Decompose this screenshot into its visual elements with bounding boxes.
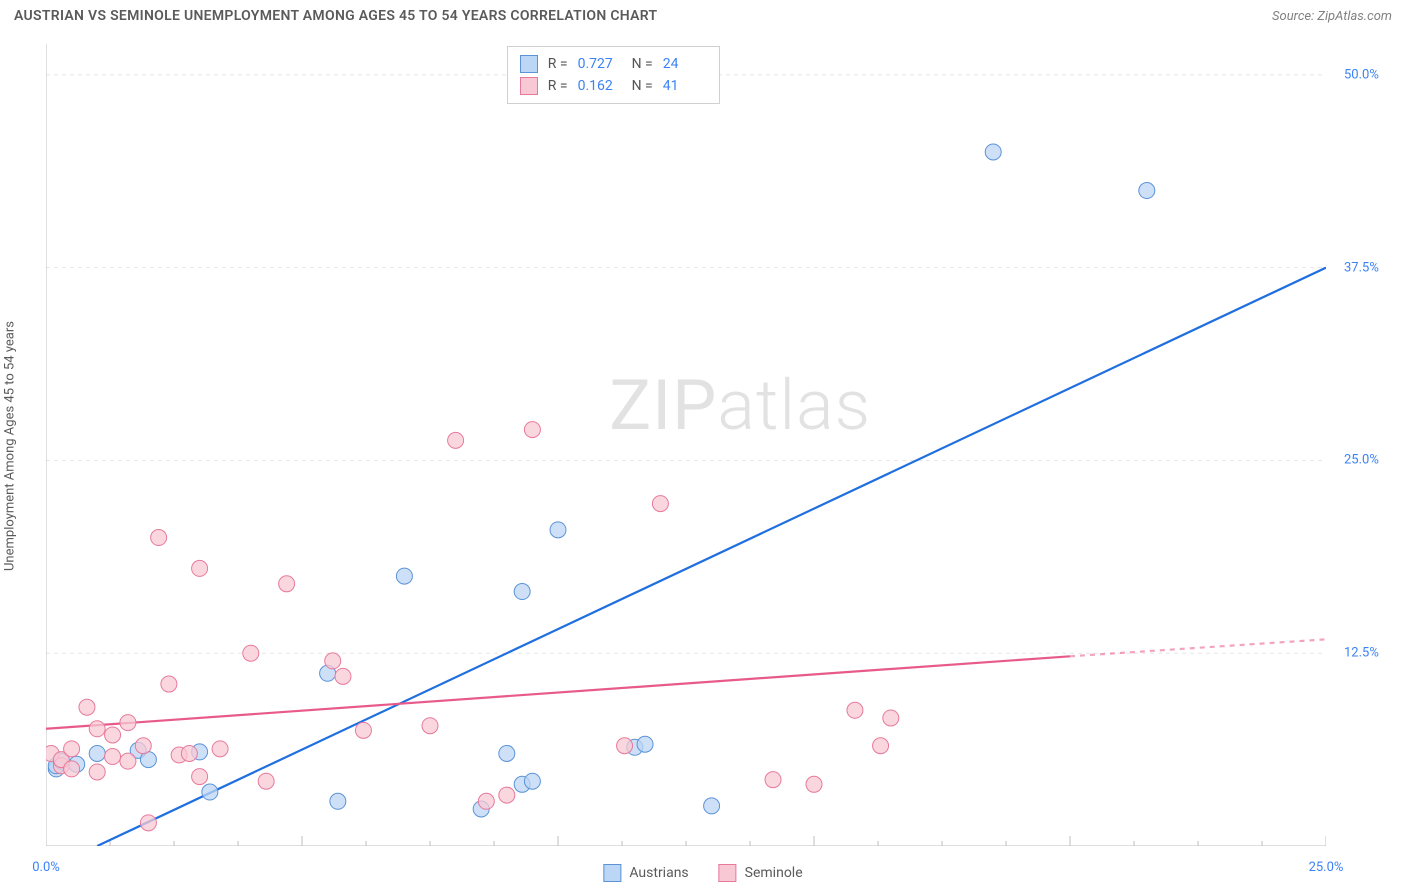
legend-series-item: Seminole: [719, 864, 803, 882]
legend-swatch: [520, 77, 538, 95]
chart-header: AUSTRIAN VS SEMINOLE UNEMPLOYMENT AMONG …: [0, 0, 1406, 36]
y-tick-label: 50.0%: [1344, 67, 1379, 82]
y-tick-label: 25.0%: [1344, 453, 1379, 468]
r-value: 0.727: [578, 56, 622, 72]
chart-title: AUSTRIAN VS SEMINOLE UNEMPLOYMENT AMONG …: [14, 8, 657, 24]
legend-series-label: Austrians: [629, 865, 688, 881]
legend-stat-row: R = 0.162 N = 41: [520, 75, 707, 97]
chart-area: ZIPatlas R =0.727N =24R =0.162N =41: [46, 44, 1326, 846]
legend-swatch: [719, 864, 737, 882]
legend-swatch: [603, 864, 621, 882]
legend-swatch: [520, 55, 538, 73]
chart-source: Source: ZipAtlas.com: [1272, 9, 1392, 24]
y-tick-label: 37.5%: [1344, 260, 1379, 275]
r-label: R =: [548, 78, 568, 94]
n-label: N =: [632, 78, 653, 94]
x-tick-label: 0.0%: [32, 860, 60, 875]
correlation-legend: R = 0.727 N = 24 R = 0.162 N = 41: [507, 46, 720, 104]
x-tick-label: 25.0%: [1309, 860, 1344, 875]
r-value: 0.162: [578, 78, 622, 94]
legend-series-item: Austrians: [603, 864, 688, 882]
n-value: 41: [663, 78, 707, 94]
legend-series-label: Seminole: [745, 865, 803, 881]
n-value: 24: [663, 56, 707, 72]
n-label: N =: [632, 56, 653, 72]
legend-stat-row: R = 0.727 N = 24: [520, 53, 707, 75]
series-legend: Austrians Seminole: [603, 864, 802, 882]
y-axis-label: Unemployment Among Ages 45 to 54 years: [3, 321, 18, 571]
y-tick-label: 12.5%: [1344, 646, 1379, 661]
scatter-plot-svg: [46, 44, 1326, 846]
r-label: R =: [548, 56, 568, 72]
